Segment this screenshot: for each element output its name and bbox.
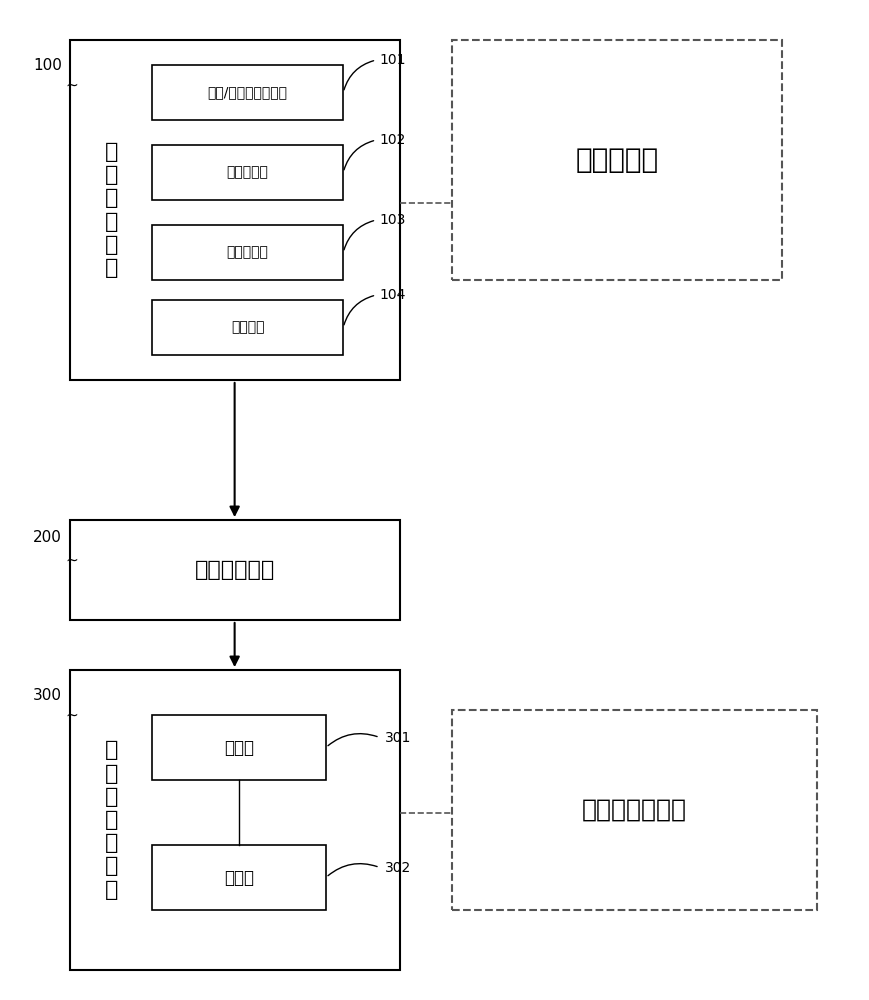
Text: 数
据
采
集
模
块: 数 据 采 集 模 块	[104, 142, 118, 278]
FancyBboxPatch shape	[452, 710, 817, 910]
Text: 301: 301	[385, 730, 411, 744]
Text: 104: 104	[380, 288, 406, 302]
Text: 声音传感器: 声音传感器	[227, 246, 269, 260]
Text: 处理器: 处理器	[224, 868, 254, 886]
Text: 302: 302	[385, 860, 411, 874]
FancyBboxPatch shape	[70, 520, 400, 620]
FancyBboxPatch shape	[152, 225, 343, 280]
Text: 存储器: 存储器	[224, 738, 254, 756]
Text: 热
失
控
预
测
模
块: 热 失 控 预 测 模 块	[104, 740, 118, 900]
Text: 热失控预测结果: 热失控预测结果	[582, 798, 687, 822]
Text: ~: ~	[65, 78, 78, 93]
Text: 101: 101	[380, 53, 406, 67]
Text: ~: ~	[65, 708, 78, 722]
FancyBboxPatch shape	[152, 845, 326, 910]
Text: 热成像仪: 热成像仪	[231, 320, 264, 334]
FancyBboxPatch shape	[152, 65, 343, 120]
Text: 103: 103	[380, 213, 406, 227]
FancyBboxPatch shape	[152, 715, 326, 780]
Text: 电压/电流信号采集器: 电压/电流信号采集器	[208, 86, 288, 100]
FancyBboxPatch shape	[70, 40, 400, 380]
FancyBboxPatch shape	[152, 145, 343, 200]
Text: 300: 300	[33, 688, 63, 703]
Text: 温度传感器: 温度传感器	[227, 165, 269, 180]
Text: 锂离子电池: 锂离子电池	[575, 146, 659, 174]
FancyBboxPatch shape	[70, 670, 400, 970]
FancyBboxPatch shape	[452, 40, 782, 280]
FancyBboxPatch shape	[152, 300, 343, 355]
Text: 102: 102	[380, 133, 406, 147]
Text: 200: 200	[33, 530, 63, 546]
Text: ~: ~	[65, 552, 78, 568]
Text: 数据传输模块: 数据传输模块	[195, 560, 275, 580]
Text: 100: 100	[33, 58, 63, 73]
